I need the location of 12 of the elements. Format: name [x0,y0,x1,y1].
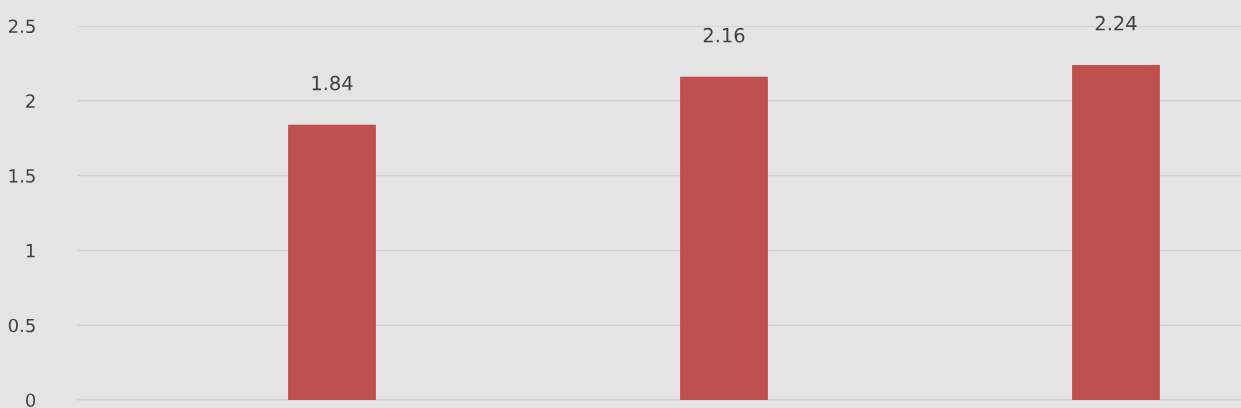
y-tick-label: 2.5 [8,19,35,34]
y-tick-label: 1 [26,244,35,258]
data-label: 2.24 [1095,15,1137,31]
bar [680,76,768,400]
y-tick-label: 0.5 [8,318,35,333]
data-label: 2.16 [703,27,745,43]
y-tick-label: 0 [26,393,36,408]
y-tick-label: 1.5 [9,169,35,183]
bar [1072,64,1160,400]
data-label: 1.84 [312,75,353,91]
bar [288,124,376,400]
y-tick-label: 2 [26,94,35,108]
